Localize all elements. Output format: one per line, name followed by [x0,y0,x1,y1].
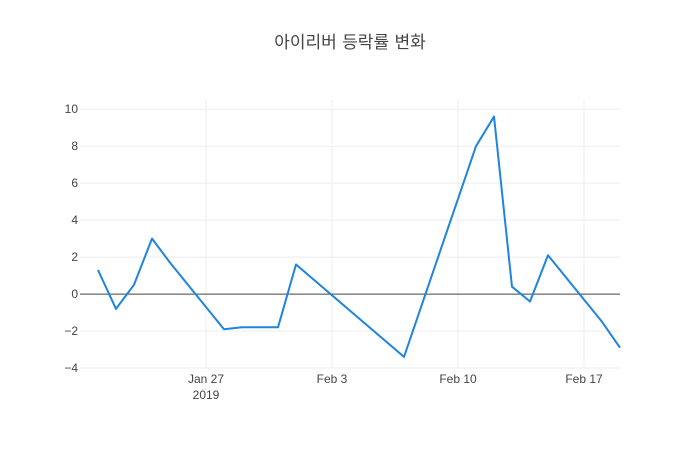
y-tick-label: 2 [71,250,78,264]
y-tick-label: 10 [65,102,79,116]
y-tick-label: 6 [71,176,78,190]
y-tick-label: −2 [64,324,78,338]
y-tick-label: −4 [64,361,78,375]
y-tick-label: 4 [71,213,78,227]
x-tick-label: Feb 10 [439,372,477,386]
chart-title: 아이리버 등락률 변화 [274,33,426,53]
x-tick-label: Feb 17 [565,372,603,386]
x-tick-label: Feb 3 [317,372,348,386]
y-tick-label: 0 [71,287,78,301]
x-tick-label: Jan 27 [188,372,224,386]
x-tick-sublabel: 2019 [193,388,220,402]
y-tick-label: 8 [71,139,78,153]
series-line [97,115,621,358]
